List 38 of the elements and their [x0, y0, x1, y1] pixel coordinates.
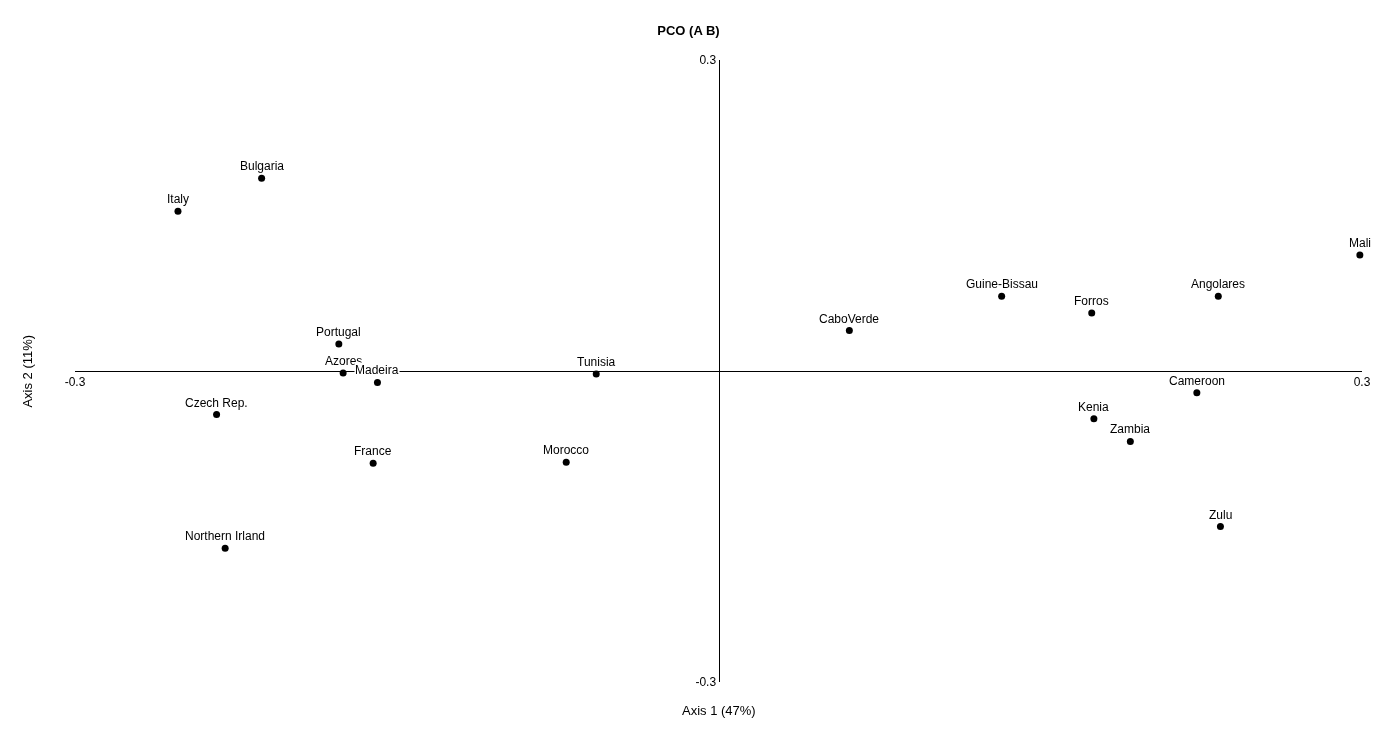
point — [845, 327, 853, 335]
annotation: Czech Rep. — [185, 396, 248, 410]
point — [221, 544, 229, 552]
point — [335, 340, 343, 348]
point — [592, 370, 600, 378]
point — [1216, 523, 1224, 530]
annotation: Cameroon — [1169, 374, 1226, 388]
point — [562, 458, 570, 466]
point — [1090, 415, 1098, 423]
point — [373, 378, 381, 386]
annotation: Zambia — [1110, 422, 1151, 436]
annotation: Forros — [1074, 294, 1109, 308]
point — [998, 292, 1006, 300]
annotation: Angolares — [1191, 277, 1246, 291]
annotation: Tunisia — [577, 355, 616, 369]
point — [1088, 309, 1096, 317]
annotation: Mali — [1349, 236, 1372, 250]
annotation: Kenia — [1078, 400, 1110, 414]
annotation: Morocco — [543, 443, 590, 457]
point — [1214, 292, 1222, 300]
annotation: Zulu — [1209, 508, 1233, 522]
point — [1193, 389, 1201, 397]
point — [369, 459, 377, 467]
annotation: Bulgaria — [240, 159, 285, 173]
annotation: Northern Irland — [185, 529, 266, 543]
point — [174, 207, 182, 215]
y-axis-title: Axis 2 (11%) — [19, 334, 35, 408]
point — [213, 411, 221, 419]
annotation: CaboVerde — [819, 312, 880, 326]
chart-title: PCO (A B) — [657, 22, 720, 38]
annotation: Portugal — [316, 325, 361, 339]
annotation: France — [354, 444, 392, 458]
annotation: Guine-Bissau — [966, 277, 1039, 291]
annotation: Italy — [167, 192, 190, 206]
point — [1356, 251, 1364, 259]
point — [258, 174, 266, 182]
point — [1126, 437, 1134, 445]
x-axis-title: Axis 1 (47%) — [682, 703, 756, 718]
